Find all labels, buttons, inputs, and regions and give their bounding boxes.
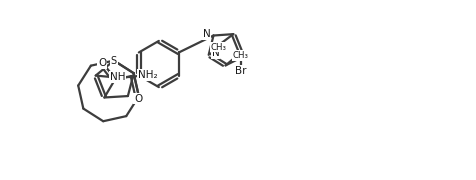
Text: CH₃: CH₃ <box>210 43 226 52</box>
Text: NH: NH <box>109 72 125 82</box>
Text: N: N <box>211 48 219 58</box>
Text: S: S <box>110 56 117 66</box>
Text: O: O <box>134 94 142 104</box>
Text: CH₃: CH₃ <box>232 51 248 60</box>
Text: O: O <box>98 58 106 68</box>
Text: N: N <box>202 29 210 39</box>
Text: Br: Br <box>235 66 246 76</box>
Text: NH₂: NH₂ <box>138 70 158 80</box>
